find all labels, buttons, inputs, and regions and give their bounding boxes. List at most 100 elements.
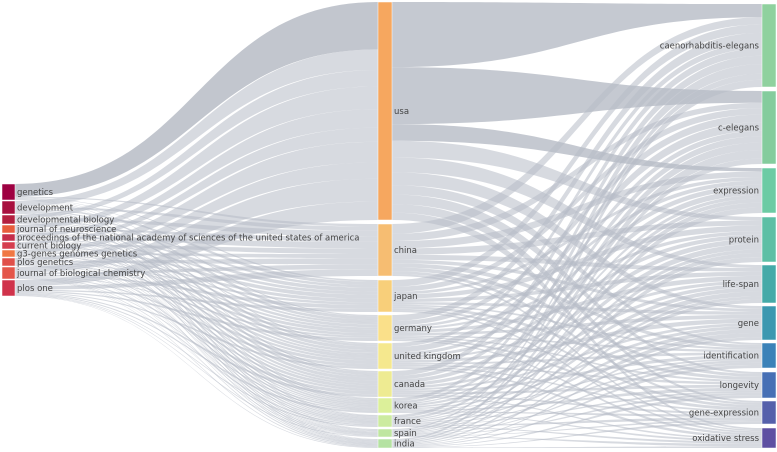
country-label-usa: usa: [394, 107, 409, 117]
country-node-germany[interactable]: [377, 314, 393, 342]
keyword-node-identification[interactable]: [761, 342, 777, 369]
link-src-cty-1-0: [15, 49, 378, 207]
country-node-spain[interactable]: [377, 428, 393, 438]
link-src-cty-8-2: [15, 274, 378, 309]
keyword-node-gene[interactable]: [761, 305, 777, 341]
country-label-japan: japan: [393, 292, 418, 302]
source-label-development: development: [17, 204, 74, 214]
country-node-usa[interactable]: [377, 1, 393, 221]
keyword-node-longevity[interactable]: [761, 371, 777, 399]
link-cty-kw-5-1: [392, 130, 762, 380]
link-src-cty-8-8: [15, 278, 378, 437]
keyword-label-life-span: life-span: [723, 280, 759, 290]
link-cty-kw-6-5: [392, 325, 762, 410]
link-cty-kw-2-1: [392, 108, 762, 292]
source-label-proceedings-of-the-national-academy-of-sciences-of-the-united-states-of-america: proceedings of the national academy of s…: [17, 234, 360, 244]
source-node-development[interactable]: [1, 200, 16, 215]
country-node-canada[interactable]: [377, 370, 393, 398]
source-label-g3-genes-genomes-genetics: g3-genes genomes genetics: [17, 250, 138, 260]
keyword-label-caenorhabditis-elegans: caenorhabditis-elegans: [660, 42, 760, 52]
link-cty-kw-8-1: [392, 150, 762, 432]
link-src-cty-4-9: [15, 240, 378, 444]
source-label-plos-one: plos one: [17, 284, 53, 294]
country-node-france[interactable]: [377, 414, 393, 428]
link-cty-kw-7-0: [392, 64, 762, 418]
link-cty-kw-1-0: [392, 17, 762, 234]
link-cty-kw-9-1: [392, 158, 762, 442]
link-src-cty-5-9: [15, 248, 378, 445]
link-src-cty-6-4: [15, 255, 378, 361]
link-cty-kw-6-4: [392, 287, 762, 409]
link-cty-kw-9-5: [392, 337, 762, 446]
link-src-cty-7-4: [15, 263, 378, 365]
link-src-cty-2-0: [15, 70, 378, 219]
link-cty-kw-3-4: [392, 275, 762, 334]
link-src-cty-9-0: [15, 201, 378, 287]
link-cty-kw-7-2: [392, 198, 762, 422]
country-node-india[interactable]: [377, 438, 393, 449]
source-node-journal-of-biological-chemistry[interactable]: [1, 266, 16, 280]
link-cty-kw-5-0: [392, 48, 762, 376]
link-cty-kw-8-9: [392, 436, 762, 447]
link-src-cty-5-4: [15, 246, 378, 359]
source-node-proceedings-of-the-national-academy-of-sciences-of-the-united-states-of-america[interactable]: [1, 233, 16, 242]
link-src-cty-4-4: [15, 239, 378, 356]
link-src-cty-6-5: [15, 255, 378, 389]
source-label-genetics: genetics: [17, 188, 54, 198]
country-node-united-kingdom[interactable]: [377, 342, 393, 370]
link-cty-kw-1-7: [392, 267, 762, 377]
source-label-plos-genetics: plos genetics: [17, 258, 74, 268]
source-node-plos-genetics[interactable]: [1, 257, 16, 267]
link-src-cty-7-0: [15, 162, 378, 261]
country-label-germany: germany: [394, 324, 432, 334]
keyword-node-gene-expression[interactable]: [761, 400, 777, 425]
link-cty-kw-8-7: [392, 392, 762, 437]
link-src-cty-2-9: [15, 223, 378, 442]
link-src-cty-6-1: [15, 253, 378, 259]
link-src-cty-8-4: [15, 275, 378, 367]
source-node-genetics[interactable]: [1, 183, 16, 201]
link-cty-kw-6-0: [392, 55, 762, 402]
keyword-label-oxidative-stress: oxidative stress: [692, 434, 759, 444]
link-cty-kw-8-5: [392, 332, 762, 436]
link-cty-kw-5-3: [392, 238, 762, 387]
country-node-china[interactable]: [377, 223, 393, 277]
keyword-node-expression[interactable]: [761, 167, 777, 214]
source-node-plos-one[interactable]: [1, 279, 16, 297]
keyword-node-protein[interactable]: [761, 216, 777, 263]
link-cty-kw-8-6: [392, 362, 762, 436]
country-label-india: india: [394, 440, 415, 450]
source-node-g3-genes-genomes-genetics[interactable]: [1, 249, 16, 258]
link-src-cty-9-1: [15, 269, 378, 290]
keyword-node-oxidative-stress[interactable]: [761, 427, 777, 449]
link-src-cty-0-3: [15, 198, 378, 317]
country-node-japan[interactable]: [377, 279, 393, 313]
link-cty-kw-8-4: [392, 296, 762, 435]
keyword-node-c-elegans[interactable]: [761, 90, 777, 165]
link-src-cty-8-0: [15, 178, 378, 273]
link-cty-kw-6-9: [392, 412, 762, 442]
link-cty-kw-0-2: [392, 124, 762, 172]
link-cty-kw-8-3: [392, 252, 762, 434]
source-label-developmental-biology: developmental biology: [17, 216, 114, 226]
link-src-cty-6-3: [15, 254, 378, 334]
source-node-current-biology[interactable]: [1, 241, 16, 250]
link-src-cty-8-7: [15, 277, 378, 426]
keyword-label-identification: identification: [703, 352, 759, 362]
country-node-korea[interactable]: [377, 397, 393, 414]
link-src-cty-3-8: [15, 232, 378, 432]
source-label-journal-of-biological-chemistry: journal of biological chemistry: [16, 269, 145, 279]
link-cty-kw-1-1: [392, 102, 762, 241]
link-cty-kw-7-1: [392, 142, 762, 420]
keyword-node-caenorhabditis-elegans[interactable]: [761, 3, 777, 88]
source-node-developmental-biology[interactable]: [1, 214, 16, 225]
country-label-korea: korea: [394, 402, 418, 412]
link-src-cty-9-7: [15, 294, 378, 427]
link-cty-kw-9-4: [392, 299, 762, 446]
link-src-cty-9-4: [15, 292, 378, 369]
source-node-journal-of-neuroscience[interactable]: [1, 224, 16, 234]
link-cty-kw-4-5: [392, 318, 762, 364]
country-label-china: china: [394, 246, 417, 256]
country-label-canada: canada: [394, 380, 425, 390]
keyword-node-life-span[interactable]: [761, 264, 777, 304]
